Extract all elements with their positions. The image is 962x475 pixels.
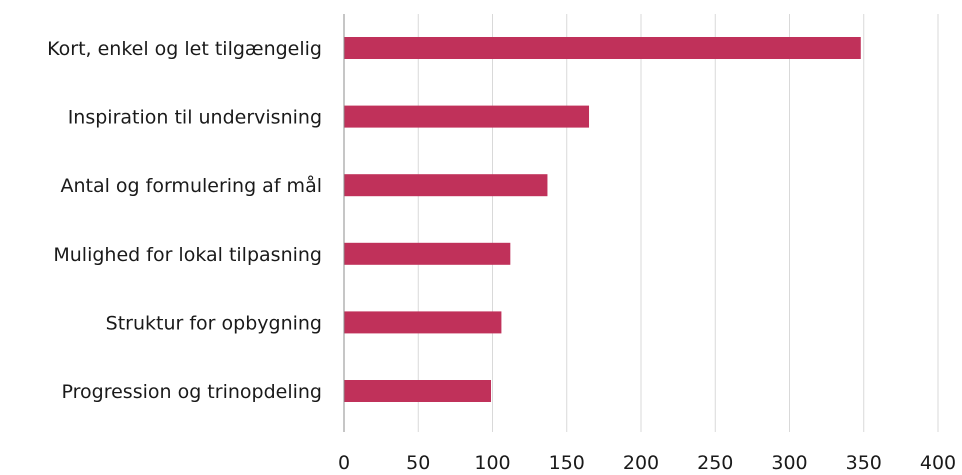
category-label: Antal og formulering af mål	[60, 174, 322, 197]
x-tick-labels: 0 50 100 150 200 250 300 350 400	[338, 452, 956, 474]
bar	[344, 242, 511, 265]
bar	[344, 311, 502, 334]
bars	[344, 37, 861, 402]
bar	[344, 105, 590, 128]
x-tick-label: 0	[338, 452, 350, 474]
x-tick-label: 400	[920, 452, 956, 474]
x-tick-label: 300	[771, 452, 807, 474]
category-label: Kort, enkel og let tilgængelig	[47, 38, 322, 60]
category-label: Mulighed for lokal tilpasning	[53, 244, 322, 266]
bar	[344, 37, 861, 59]
category-label: Progression og trinopdeling	[62, 381, 322, 403]
gridlines	[417, 14, 939, 432]
category-label: Inspiration til undervisning	[68, 107, 322, 129]
x-tick-label: 150	[549, 452, 585, 474]
bar	[344, 380, 492, 402]
category-labels: Kort, enkel og let tilgængelig Inspiratio…	[47, 38, 322, 403]
x-tick-label: 200	[623, 452, 659, 474]
x-tick-label: 100	[474, 452, 510, 474]
x-tick-label: 50	[406, 452, 430, 474]
x-tick-label: 350	[846, 452, 882, 474]
x-tick-label: 250	[697, 452, 733, 474]
bar	[344, 174, 548, 197]
category-label: Struktur for opbygning	[106, 312, 322, 334]
